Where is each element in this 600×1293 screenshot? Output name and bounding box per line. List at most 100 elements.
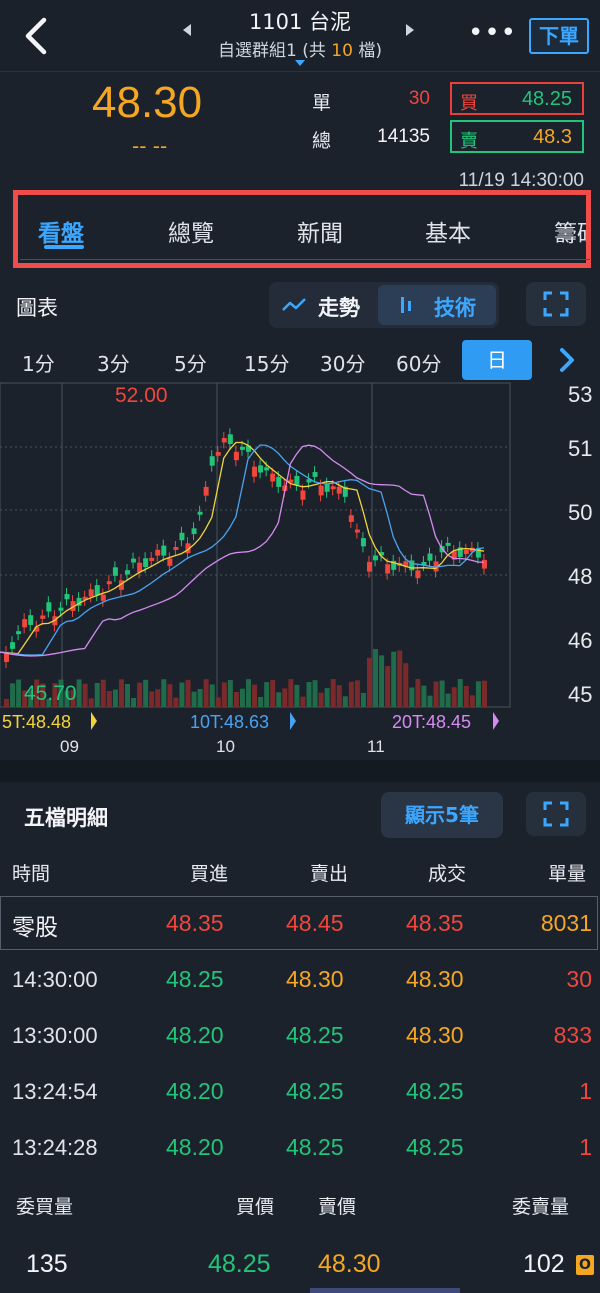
- candle-body: [451, 551, 457, 560]
- col-time: 時間: [12, 863, 51, 885]
- candle-body: [264, 467, 270, 471]
- candle-body: [360, 538, 366, 547]
- volume-bar: [58, 679, 64, 707]
- y-tick-45: 45: [568, 682, 593, 707]
- ma20-line: [0, 444, 485, 657]
- volume-bar: [367, 657, 372, 707]
- odd-badge-icon: O: [576, 1255, 594, 1275]
- odd-lot-bid: 48.35: [166, 910, 224, 936]
- bid-qty-value: 135: [26, 1250, 68, 1278]
- volume-bar: [354, 680, 360, 707]
- volume-bar: [28, 690, 34, 707]
- expand-icon: [543, 291, 569, 317]
- candle-body: [131, 558, 137, 563]
- volume-bar: [131, 697, 137, 707]
- candle-body: [276, 477, 282, 487]
- back-icon[interactable]: [18, 14, 54, 58]
- volume-bar: [22, 690, 28, 707]
- table-row-ask: 48.25: [286, 1078, 344, 1104]
- tab-news[interactable]: 新聞: [297, 221, 343, 247]
- ma20-label: 20T:48.45: [392, 712, 472, 732]
- period-15min[interactable]: 15分: [244, 352, 290, 376]
- candle-body: [391, 560, 397, 570]
- show-5-button[interactable]: 顯示5筆: [381, 792, 503, 838]
- candle-body: [385, 564, 391, 574]
- table-row-volume: 833: [553, 1022, 592, 1048]
- volume-bar: [475, 681, 481, 707]
- tab-basic[interactable]: 基本: [425, 221, 471, 247]
- candle-body: [22, 619, 28, 628]
- candle-body: [246, 445, 251, 452]
- col-ask: 賣出: [310, 863, 349, 885]
- prev-stock-icon[interactable]: [183, 24, 191, 36]
- chart-grid: [0, 382, 511, 708]
- candle-body: [233, 451, 239, 461]
- tab-chips[interactable]: 籌碼: [554, 221, 586, 247]
- volume-bar: [221, 682, 227, 707]
- tab-watch[interactable]: 看盤: [38, 221, 84, 247]
- candle-body: [342, 486, 348, 497]
- table-row-deal: 48.25: [406, 1078, 464, 1104]
- total-volume-value: 14135: [377, 126, 430, 147]
- volume-bar: [233, 692, 239, 707]
- y-tick-46: 46: [568, 628, 593, 653]
- period-5min[interactable]: 5分: [174, 352, 207, 376]
- volume-bar: [76, 679, 82, 707]
- group-suffix: 檔): [352, 41, 382, 61]
- period-day[interactable]: 日: [462, 340, 532, 380]
- tab-divider: [20, 259, 590, 260]
- odd-lot-row[interactable]: [0, 896, 598, 950]
- chart-expand-button[interactable]: [526, 282, 586, 326]
- next-stock-icon[interactable]: [406, 24, 414, 36]
- volume-bar: [264, 682, 270, 707]
- candle-body: [46, 602, 52, 612]
- candle-body: [125, 570, 130, 575]
- candle-body: [173, 546, 179, 550]
- candle-body: [403, 561, 409, 567]
- bid-qty-header: 委買量: [16, 1196, 74, 1218]
- chart-high-label: 52.00: [115, 384, 168, 407]
- period-60min[interactable]: 60分: [396, 352, 442, 376]
- volume-bar: [155, 689, 161, 707]
- volume-bar: [324, 688, 330, 707]
- period-3min[interactable]: 3分: [97, 352, 130, 376]
- candle-body: [155, 549, 161, 556]
- table-row-bid: 48.20: [166, 1022, 224, 1048]
- tech-mode-label[interactable]: 技術: [434, 296, 476, 320]
- volume-bar: [173, 697, 179, 707]
- tech-mode-button[interactable]: [378, 285, 496, 325]
- order-button[interactable]: 下單: [529, 18, 589, 54]
- table-row-volume: 30: [566, 966, 592, 992]
- five-expand-button[interactable]: [526, 792, 586, 836]
- y-tick-50: 50: [568, 500, 593, 525]
- volume-bar: [409, 687, 415, 707]
- ma10-line: [0, 444, 485, 656]
- candle-body: [288, 479, 294, 483]
- candle-body: [94, 585, 100, 596]
- table-row-ask: 48.25: [286, 1134, 344, 1160]
- volume-bar: [373, 649, 379, 707]
- candle-body: [167, 558, 173, 566]
- candle-body: [336, 486, 342, 494]
- volume-bar: [246, 679, 251, 707]
- candle-body: [258, 465, 264, 473]
- table-row-time: 13:24:28: [12, 1135, 98, 1160]
- candle-body: [40, 615, 46, 619]
- watchlist-group[interactable]: 自選群組1 (共 10 檔): [0, 36, 600, 61]
- candle-body: [324, 483, 330, 492]
- trend-mode-label[interactable]: 走勢: [318, 296, 360, 320]
- more-menu-icon[interactable]: •••: [468, 18, 518, 48]
- period-30min[interactable]: 30分: [320, 352, 366, 376]
- candle-body: [203, 486, 209, 496]
- period-scroll-right-icon[interactable]: [556, 347, 578, 373]
- volume-bar: [239, 688, 245, 707]
- odd-lot-volume: 8031: [540, 910, 592, 936]
- ma20-marker-icon: [493, 712, 499, 730]
- tab-overview[interactable]: 總覽: [168, 221, 214, 247]
- kline-chart[interactable]: [0, 382, 600, 762]
- group-dropdown-icon[interactable]: [295, 60, 305, 66]
- period-1min[interactable]: 1分: [22, 352, 55, 376]
- volume-bar: [463, 685, 469, 707]
- total-volume-label: 總: [312, 130, 332, 152]
- trend-icon[interactable]: [281, 296, 307, 314]
